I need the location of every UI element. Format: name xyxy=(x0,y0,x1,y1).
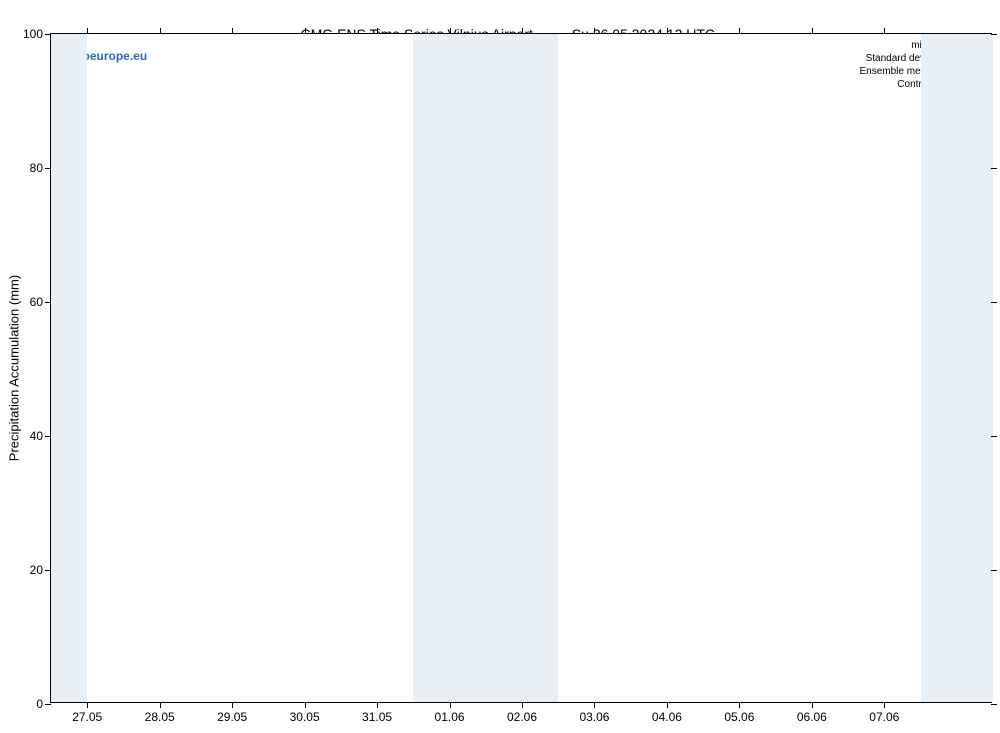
x-tick-mark xyxy=(739,702,740,708)
y-tick-mark xyxy=(45,570,51,571)
x-tick-label: 04.06 xyxy=(652,710,682,724)
y-tick-mark xyxy=(991,34,997,35)
x-tick-mark xyxy=(160,28,161,34)
x-tick-mark xyxy=(594,702,595,708)
y-tick-mark xyxy=(991,436,997,437)
x-tick-mark xyxy=(522,28,523,34)
y-tick-mark xyxy=(45,34,51,35)
y-tick-mark xyxy=(45,168,51,169)
y-tick-label: 60 xyxy=(30,295,43,309)
x-tick-label: 27.05 xyxy=(72,710,102,724)
x-tick-mark xyxy=(739,28,740,34)
y-tick-label: 100 xyxy=(23,27,43,41)
x-tick-mark xyxy=(377,702,378,708)
y-tick-mark xyxy=(991,570,997,571)
weekend-band xyxy=(413,34,558,702)
x-tick-label: 03.06 xyxy=(579,710,609,724)
x-tick-label: 29.05 xyxy=(217,710,247,724)
x-tick-mark xyxy=(450,702,451,708)
plot-area: © woeurope.eu min/maxStandard deviationE… xyxy=(50,33,992,703)
y-tick-label: 0 xyxy=(36,697,43,711)
x-tick-mark xyxy=(305,702,306,708)
y-tick-mark xyxy=(45,704,51,705)
x-tick-mark xyxy=(87,702,88,708)
x-tick-mark xyxy=(160,702,161,708)
x-tick-mark xyxy=(522,702,523,708)
x-tick-label: 07.06 xyxy=(869,710,899,724)
x-tick-mark xyxy=(450,28,451,34)
x-tick-mark xyxy=(667,28,668,34)
x-tick-label: 30.05 xyxy=(290,710,320,724)
x-tick-mark xyxy=(377,28,378,34)
x-tick-label: 28.05 xyxy=(145,710,175,724)
x-tick-mark xyxy=(594,28,595,34)
y-tick-mark xyxy=(45,436,51,437)
x-tick-label: 05.06 xyxy=(724,710,754,724)
y-tick-mark xyxy=(991,168,997,169)
y-tick-label: 80 xyxy=(30,161,43,175)
x-tick-mark xyxy=(667,702,668,708)
x-tick-mark xyxy=(884,28,885,34)
y-tick-mark xyxy=(991,302,997,303)
x-tick-label: 02.06 xyxy=(507,710,537,724)
weekend-band xyxy=(921,34,993,702)
x-tick-mark xyxy=(305,28,306,34)
y-tick-mark xyxy=(45,302,51,303)
x-tick-mark xyxy=(812,702,813,708)
x-tick-label: 06.06 xyxy=(797,710,827,724)
x-tick-mark xyxy=(87,28,88,34)
weekend-band xyxy=(51,34,87,702)
x-tick-mark xyxy=(232,28,233,34)
x-tick-mark xyxy=(884,702,885,708)
chart-container: CMC-ENS Time Series Vilnius Airport Su 2… xyxy=(0,0,1000,733)
x-tick-mark xyxy=(812,28,813,34)
x-tick-mark xyxy=(232,702,233,708)
x-tick-label: 31.05 xyxy=(362,710,392,724)
y-tick-label: 40 xyxy=(30,429,43,443)
y-tick-label: 20 xyxy=(30,563,43,577)
y-tick-mark xyxy=(991,704,997,705)
y-axis-label: Precipitation Accumulation (mm) xyxy=(7,275,22,461)
x-tick-label: 01.06 xyxy=(435,710,465,724)
